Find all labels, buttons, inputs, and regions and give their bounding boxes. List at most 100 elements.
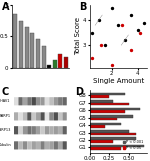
Bar xyxy=(90,123,121,125)
Bar xyxy=(30,33,34,68)
Point xyxy=(130,14,133,16)
FancyBboxPatch shape xyxy=(14,97,18,105)
Bar xyxy=(90,118,117,120)
FancyBboxPatch shape xyxy=(27,112,32,120)
FancyBboxPatch shape xyxy=(49,141,54,149)
FancyBboxPatch shape xyxy=(54,97,58,105)
FancyBboxPatch shape xyxy=(36,141,40,149)
Text: D: D xyxy=(75,87,83,97)
Bar xyxy=(90,103,129,105)
FancyBboxPatch shape xyxy=(18,112,23,120)
Bar xyxy=(90,133,136,135)
FancyBboxPatch shape xyxy=(45,97,49,105)
Point xyxy=(91,56,93,59)
Bar xyxy=(13,14,17,68)
Bar xyxy=(90,100,113,103)
FancyBboxPatch shape xyxy=(40,97,45,105)
FancyBboxPatch shape xyxy=(62,112,67,120)
Bar xyxy=(90,147,121,150)
FancyBboxPatch shape xyxy=(14,112,18,120)
Point xyxy=(117,24,120,26)
FancyBboxPatch shape xyxy=(14,141,18,149)
FancyBboxPatch shape xyxy=(40,112,45,120)
FancyBboxPatch shape xyxy=(62,141,67,149)
FancyBboxPatch shape xyxy=(45,112,49,120)
Bar xyxy=(53,60,57,68)
Point xyxy=(91,31,93,34)
Bar xyxy=(90,140,113,143)
FancyBboxPatch shape xyxy=(36,112,40,120)
FancyBboxPatch shape xyxy=(36,97,40,105)
FancyBboxPatch shape xyxy=(49,112,54,120)
Point xyxy=(98,19,100,21)
FancyBboxPatch shape xyxy=(23,126,27,134)
FancyBboxPatch shape xyxy=(54,126,58,134)
FancyBboxPatch shape xyxy=(27,97,32,105)
FancyBboxPatch shape xyxy=(32,126,36,134)
Bar xyxy=(90,125,105,128)
Bar xyxy=(42,46,45,68)
FancyBboxPatch shape xyxy=(32,112,36,120)
Bar xyxy=(58,54,62,68)
FancyBboxPatch shape xyxy=(54,141,58,149)
FancyBboxPatch shape xyxy=(18,97,23,105)
Point xyxy=(111,64,113,66)
Text: B: B xyxy=(79,2,87,12)
FancyBboxPatch shape xyxy=(32,97,36,105)
FancyBboxPatch shape xyxy=(49,97,54,105)
Point xyxy=(100,44,102,46)
FancyBboxPatch shape xyxy=(40,126,45,134)
Point xyxy=(137,29,139,31)
Bar xyxy=(90,130,129,133)
FancyBboxPatch shape xyxy=(45,126,49,134)
FancyBboxPatch shape xyxy=(54,112,58,120)
Text: Tubulin: Tubulin xyxy=(0,143,11,147)
Bar xyxy=(19,21,23,68)
FancyBboxPatch shape xyxy=(18,126,23,134)
FancyBboxPatch shape xyxy=(27,126,32,134)
Bar xyxy=(47,65,51,68)
Point xyxy=(143,21,146,24)
Text: C: C xyxy=(2,87,9,97)
FancyBboxPatch shape xyxy=(58,112,62,120)
FancyBboxPatch shape xyxy=(49,126,54,134)
Bar xyxy=(90,115,133,118)
Text: ZC3HAV1: ZC3HAV1 xyxy=(0,99,11,103)
Bar xyxy=(90,108,140,110)
Point xyxy=(124,39,126,41)
FancyBboxPatch shape xyxy=(58,97,62,105)
Bar xyxy=(90,93,125,95)
FancyBboxPatch shape xyxy=(23,97,27,105)
Bar xyxy=(64,57,68,68)
Legend: P < 0.001, P < 0.05: P < 0.001, P < 0.05 xyxy=(121,139,145,151)
FancyBboxPatch shape xyxy=(58,126,62,134)
FancyBboxPatch shape xyxy=(58,141,62,149)
FancyBboxPatch shape xyxy=(62,97,67,105)
FancyBboxPatch shape xyxy=(23,112,27,120)
FancyBboxPatch shape xyxy=(62,126,67,134)
FancyBboxPatch shape xyxy=(14,126,18,134)
Bar xyxy=(36,39,40,68)
Point xyxy=(104,44,106,46)
Bar xyxy=(25,27,29,68)
FancyBboxPatch shape xyxy=(45,141,49,149)
Text: A: A xyxy=(2,2,9,12)
FancyBboxPatch shape xyxy=(40,141,45,149)
FancyBboxPatch shape xyxy=(27,141,32,149)
FancyBboxPatch shape xyxy=(23,141,27,149)
Text: PARP1: PARP1 xyxy=(0,114,11,118)
Point xyxy=(111,6,113,9)
Bar xyxy=(90,110,125,113)
Bar xyxy=(90,95,109,98)
X-axis label: Single Amount: Single Amount xyxy=(93,78,144,84)
Bar xyxy=(90,137,136,140)
Y-axis label: Total Score: Total Score xyxy=(75,17,81,55)
FancyBboxPatch shape xyxy=(32,141,36,149)
FancyBboxPatch shape xyxy=(18,141,23,149)
Point xyxy=(121,24,123,26)
Point xyxy=(139,31,142,34)
Bar xyxy=(90,145,144,147)
FancyBboxPatch shape xyxy=(36,126,40,134)
Text: PARP13: PARP13 xyxy=(0,128,11,132)
Point xyxy=(130,49,133,51)
